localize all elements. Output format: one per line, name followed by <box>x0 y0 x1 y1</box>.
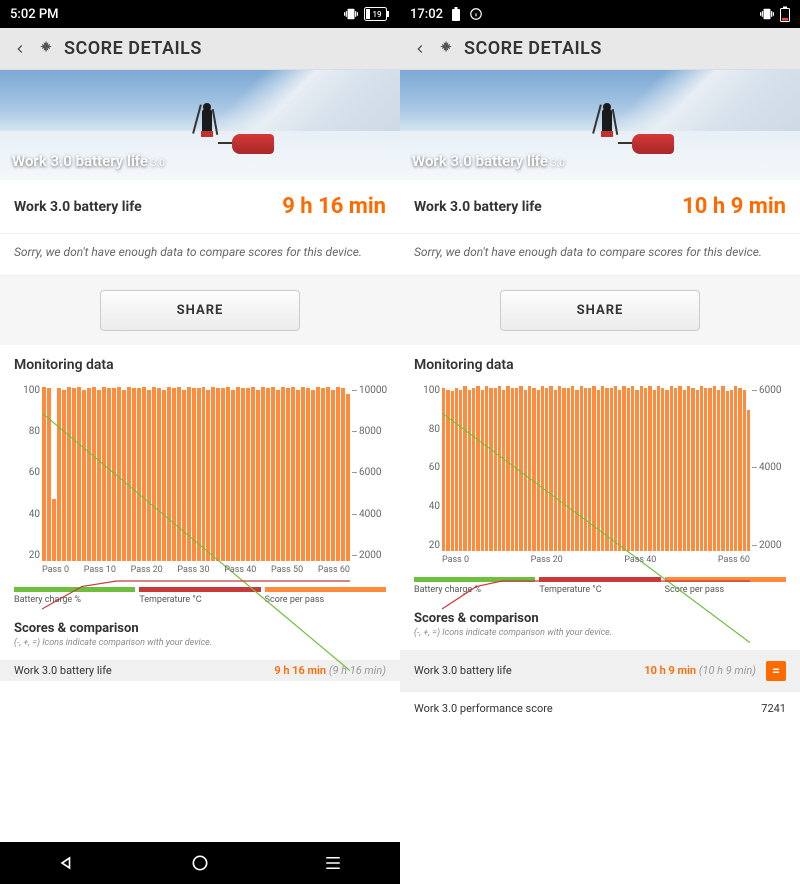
score-value: 9 h 16 min <box>282 194 386 219</box>
comp-label: Work 3.0 battery life <box>414 664 644 677</box>
snowflake-icon <box>436 39 456 59</box>
comp-value: 9 h 16 min (9 h 16 min) <box>274 664 386 677</box>
scores-sub: (-, +, =) Icons indicate comparison with… <box>414 628 786 638</box>
share-section: SHARE <box>400 276 800 345</box>
chart-container: 10080604020 600040002000 Pass 0Pass 20Pa… <box>400 381 800 601</box>
battery-status-icon <box>451 7 461 21</box>
x-axis: Pass 0Pass 20Pass 40Pass 60 <box>442 555 750 571</box>
battery-low-icon <box>780 6 790 22</box>
nodata-text: Sorry, we don't have enough data to comp… <box>0 234 400 276</box>
svg-text:19: 19 <box>372 10 382 19</box>
score-label: Work 3.0 battery life <box>14 199 142 215</box>
comp-label: Work 3.0 battery life <box>14 664 274 677</box>
score-row: Work 3.0 battery life 9 h 16 min <box>0 180 400 234</box>
monitoring-title: Monitoring data <box>400 345 800 381</box>
comp-badge: = <box>766 661 786 681</box>
score-label: Work 3.0 battery life <box>414 199 542 215</box>
back-icon[interactable] <box>12 41 28 57</box>
battery-icon: 19 <box>364 7 390 21</box>
chart-bars <box>42 385 350 561</box>
status-bar: 5:02 PM 19 <box>0 0 400 28</box>
chart-container: 10080604020 100008000600040002000 Pass 0… <box>0 381 400 611</box>
share-button[interactable]: SHARE <box>500 290 700 331</box>
chart-plot <box>42 385 350 561</box>
share-button[interactable]: SHARE <box>100 290 300 331</box>
score-row: Work 3.0 battery life 10 h 9 min <box>400 180 800 234</box>
status-time: 5:02 PM <box>10 7 59 22</box>
app-header: SCORE DETAILS <box>0 28 400 70</box>
nav-home[interactable] <box>188 851 212 875</box>
comparison-row-1[interactable]: Work 3.0 battery life 10 h 9 min (10 h 9… <box>400 650 800 691</box>
comparison-row-2[interactable]: Work 3.0 performance score 7241 <box>400 691 800 725</box>
nodata-text: Sorry, we don't have enough data to comp… <box>400 234 800 276</box>
screenshot-left: 5:02 PM 19 SCORE DETAILS Work 3.0 batter… <box>0 0 400 884</box>
comp-value: 7241 <box>761 702 786 715</box>
nav-recent[interactable] <box>321 851 345 875</box>
chart-plot <box>442 385 750 551</box>
scores-section: Scores & comparison (-, +, =) Icons indi… <box>0 611 400 652</box>
chart-bars <box>442 385 750 551</box>
screenshot-right: 17:02 SCORE DETAILS Work 3.0 battery lif… <box>400 0 800 884</box>
y-axis-left: 10080604020 <box>14 385 40 561</box>
vibrate-icon <box>344 7 358 21</box>
status-icons <box>760 6 790 22</box>
legend-bars <box>14 587 386 592</box>
hero-label: Work 3.0 battery life3.0 <box>412 152 565 170</box>
content: SCORE DETAILS Work 3.0 battery life3.0 W… <box>0 28 400 884</box>
legend-bars <box>414 577 786 582</box>
comparison-row[interactable]: Work 3.0 battery life 9 h 16 min (9 h 16… <box>0 660 400 681</box>
y-axis-right: 100008000600040002000 <box>352 385 386 561</box>
scores-title: Scores & comparison <box>414 611 786 626</box>
app-header: SCORE DETAILS <box>400 28 800 70</box>
share-section: SHARE <box>0 276 400 345</box>
legend-texts: Battery charge %Temperature °CScore per … <box>14 595 386 605</box>
header-title: SCORE DETAILS <box>64 38 202 59</box>
snowflake-icon <box>36 39 56 59</box>
status-bar: 17:02 <box>400 0 800 28</box>
back-icon[interactable] <box>412 41 428 57</box>
hero-label: Work 3.0 battery life3.0 <box>12 152 165 170</box>
monitoring-chart: 10080604020 600040002000 Pass 0Pass 20Pa… <box>414 381 786 571</box>
hero-image: Work 3.0 battery life3.0 <box>400 70 800 180</box>
scores-section: Scores & comparison (-, +, =) Icons indi… <box>400 601 800 642</box>
scores-sub: (-, +, =) Icons indicate comparison with… <box>14 638 386 648</box>
content: SCORE DETAILS Work 3.0 battery life3.0 W… <box>400 28 800 884</box>
comp-label: Work 3.0 performance score <box>414 702 761 715</box>
monitoring-title: Monitoring data <box>0 345 400 381</box>
vibrate-icon <box>760 7 774 21</box>
comp-value: 10 h 9 min (10 h 9 min) <box>644 664 756 677</box>
y-axis-left: 10080604020 <box>414 385 440 551</box>
nav-back[interactable] <box>55 851 79 875</box>
header-title: SCORE DETAILS <box>464 38 602 59</box>
x-axis: Pass 0Pass 10Pass 20Pass 30Pass 40Pass 5… <box>42 565 350 581</box>
status-time: 17:02 <box>410 7 443 22</box>
scores-title: Scores & comparison <box>14 621 386 636</box>
hero-image: Work 3.0 battery life3.0 <box>0 70 400 180</box>
status-icons: 19 <box>344 7 390 21</box>
score-value: 10 h 9 min <box>682 194 786 219</box>
y-axis-right: 600040002000 <box>752 385 786 551</box>
monitoring-chart: 10080604020 100008000600040002000 Pass 0… <box>14 381 386 581</box>
info-icon <box>469 7 483 21</box>
legend-texts: Battery charge %Temperature °CScore per … <box>414 585 786 595</box>
android-navbar <box>0 842 400 884</box>
